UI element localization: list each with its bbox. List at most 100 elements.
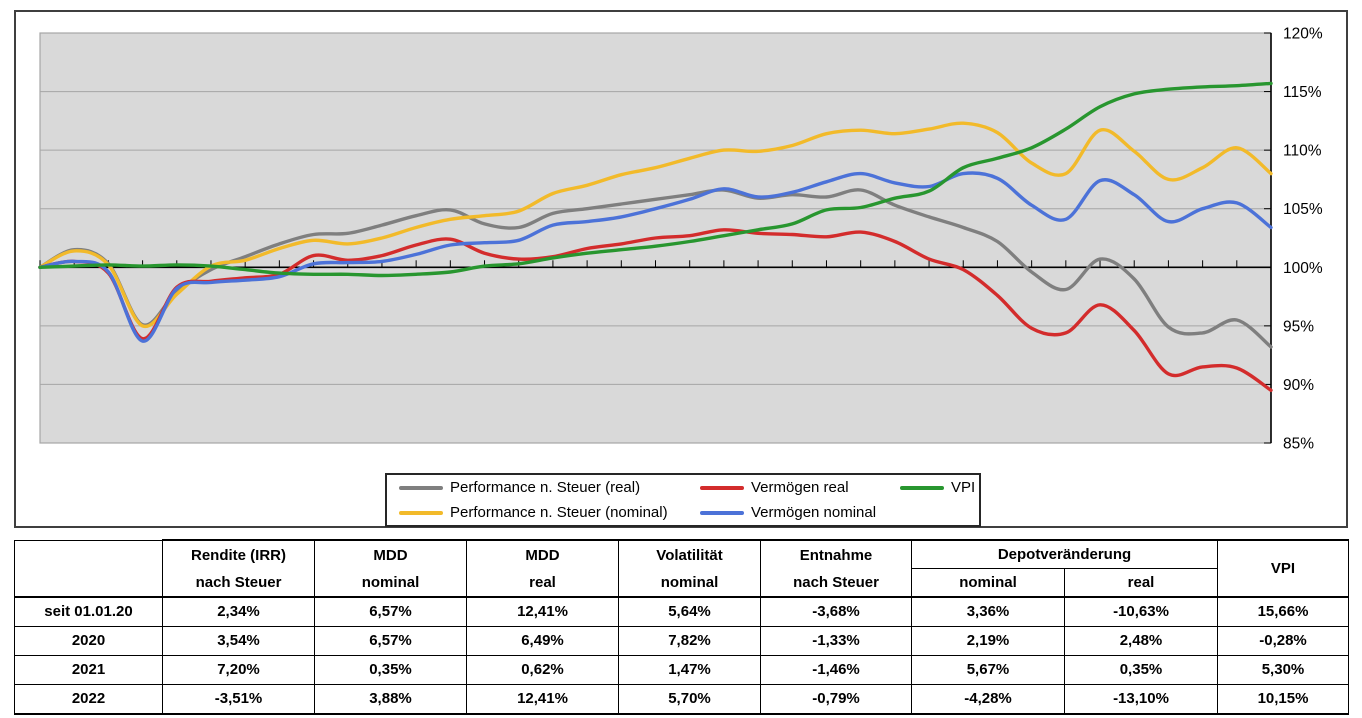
cell-depot-real: -13,10% xyxy=(1064,684,1218,715)
cell-rendite: -3,51% xyxy=(162,684,315,715)
col-header-line2: nominal xyxy=(660,573,719,591)
table-row-2022: 2022 -3,51% 3,88% 12,41% 5,70% -0,79% -4… xyxy=(14,684,1349,715)
cell-depot-real: 0,35% xyxy=(1064,655,1218,685)
chart-frame: 120% 115% 110% 105% 100% 95% 90% 85% Performanc… xyxy=(14,10,1348,528)
cell-mdd-real: 12,41% xyxy=(466,684,619,715)
line-swatch-red xyxy=(700,485,744,490)
cell-depot-nominal: 2,19% xyxy=(911,626,1065,656)
legend-label: Vermögen real xyxy=(751,479,849,496)
col-subheader-depot-real: real xyxy=(1064,568,1218,598)
col-header-line2: real xyxy=(529,573,556,591)
col-header-mdd-nominal: MDD nominal xyxy=(314,539,467,598)
table-row-2021: 2021 7,20% 0,35% 0,62% 1,47% -1,46% 5,67… xyxy=(14,655,1349,685)
col-header-depotveraenderung: Depotveränderung xyxy=(911,539,1218,569)
legend-item-vermoegen-nominal: Vermögen nominal xyxy=(688,504,888,521)
col-header-line1: Volatilität xyxy=(656,546,723,564)
line-swatch-gray xyxy=(399,485,443,490)
cell-mdd-real: 0,62% xyxy=(466,655,619,685)
performance-line-chart: 120% 115% 110% 105% 100% 95% 90% 85% xyxy=(38,26,1323,453)
line-swatch-green xyxy=(900,485,944,490)
col-header-line2: nach Steuer xyxy=(793,573,879,591)
row-label: 2020 xyxy=(14,626,163,656)
y-axis-label: 85% xyxy=(1283,436,1314,453)
series-line-2 xyxy=(38,228,1273,392)
y-axis-label: 100% xyxy=(1283,260,1323,277)
table-header-row-2: nominal real xyxy=(15,568,1349,598)
legend-label: Performance n. Steuer (real) xyxy=(450,479,641,496)
col-header-line1: MDD xyxy=(373,546,408,564)
series-line-1 xyxy=(38,121,1273,329)
row-label: 2022 xyxy=(14,684,163,715)
cell-volatilitaet: 7,82% xyxy=(618,626,761,656)
col-header-volatilitaet: Volatilität nominal xyxy=(618,539,761,598)
table-corner-blank xyxy=(14,539,163,598)
legend-label: VPI xyxy=(951,479,976,496)
col-header-line2: nominal xyxy=(361,573,420,591)
legend-label: Performance n. Steuer (nominal) xyxy=(450,504,668,521)
cell-rendite: 3,54% xyxy=(162,626,315,656)
cell-entnahme: -1,33% xyxy=(760,626,912,656)
col-subheader-depot-nominal: nominal xyxy=(911,568,1065,598)
legend-row-1: Performance n. Steuer (real) Vermögen re… xyxy=(387,475,979,500)
legend-item-vermoegen-real: Vermögen real xyxy=(688,479,888,496)
cell-mdd-nominal: 3,88% xyxy=(314,684,467,715)
cell-vpi: 10,15% xyxy=(1217,684,1349,715)
cell-depot-real: 2,48% xyxy=(1064,626,1218,656)
col-header-line1: Entnahme xyxy=(799,546,873,564)
cell-entnahme: -1,46% xyxy=(760,655,912,685)
series-line-3 xyxy=(38,171,1273,343)
cell-entnahme: -3,68% xyxy=(760,596,912,627)
cell-volatilitaet: 5,70% xyxy=(618,684,761,715)
col-header-line2: real xyxy=(1127,574,1155,591)
y-axis-label: 120% xyxy=(1283,26,1323,43)
cell-mdd-real: 12,41% xyxy=(466,596,619,627)
y-axis-label: 105% xyxy=(1283,201,1323,218)
cell-depot-nominal: 5,67% xyxy=(911,655,1065,685)
table-row-seit-010120: seit 01.01.20 2,34% 6,57% 12,41% 5,64% -… xyxy=(14,596,1349,627)
y-axis-label: 90% xyxy=(1283,377,1314,394)
legend-item-performance-nominal: Performance n. Steuer (nominal) xyxy=(387,504,688,521)
col-header-vpi: VPI xyxy=(1217,539,1349,598)
cell-mdd-nominal: 6,57% xyxy=(314,626,467,656)
col-header-line1: MDD xyxy=(525,546,560,564)
legend-row-2: Performance n. Steuer (nominal) Vermögen… xyxy=(387,500,979,525)
cell-vpi: 5,30% xyxy=(1217,655,1349,685)
line-swatch-blue xyxy=(700,510,744,515)
cell-vpi: 15,66% xyxy=(1217,596,1349,627)
col-header-line2: nominal xyxy=(959,574,1017,591)
y-axis-label: 115% xyxy=(1283,84,1322,101)
table-header-row-1: Rendite (IRR) nach Steuer MDD nominal MD… xyxy=(14,539,1349,598)
cell-mdd-nominal: 6,57% xyxy=(314,596,467,627)
row-label: seit 01.01.20 xyxy=(14,596,163,627)
col-header-line2: VPI xyxy=(1270,560,1296,577)
col-header-entnahme: Entnahme nach Steuer xyxy=(760,539,912,598)
cell-vpi: -0,28% xyxy=(1217,626,1349,656)
col-header-line1: Rendite (IRR) xyxy=(191,546,286,564)
line-swatch-yellow xyxy=(399,510,443,515)
row-label: 2021 xyxy=(14,655,163,685)
col-header-group-title: Depotveränderung xyxy=(997,546,1132,563)
series-line-0 xyxy=(38,188,1273,349)
legend-item-performance-real: Performance n. Steuer (real) xyxy=(387,479,688,496)
series-line-4 xyxy=(38,81,1273,278)
col-header-rendite: Rendite (IRR) nach Steuer xyxy=(162,539,315,598)
cell-depot-nominal: -4,28% xyxy=(911,684,1065,715)
y-axis-label: 110% xyxy=(1283,143,1322,160)
cell-mdd-nominal: 0,35% xyxy=(314,655,467,685)
col-header-mdd-real: MDD real xyxy=(466,539,619,598)
col-header-line2: nach Steuer xyxy=(195,573,282,591)
cell-entnahme: -0,79% xyxy=(760,684,912,715)
legend-label: Vermögen nominal xyxy=(751,504,877,521)
cell-depot-real: -10,63% xyxy=(1064,596,1218,627)
performance-table: Rendite (IRR) nach Steuer MDD nominal MD… xyxy=(14,539,1349,715)
cell-rendite: 7,20% xyxy=(162,655,315,685)
chart-legend: Performance n. Steuer (real) Vermögen re… xyxy=(385,473,981,527)
legend-item-vpi: VPI xyxy=(888,479,975,496)
table-row-2020: 2020 3,54% 6,57% 6,49% 7,82% -1,33% 2,19… xyxy=(14,626,1349,656)
cell-volatilitaet: 1,47% xyxy=(618,655,761,685)
cell-volatilitaet: 5,64% xyxy=(618,596,761,627)
y-axis-label: 95% xyxy=(1283,318,1314,335)
cell-rendite: 2,34% xyxy=(162,596,315,627)
cell-depot-nominal: 3,36% xyxy=(911,596,1065,627)
